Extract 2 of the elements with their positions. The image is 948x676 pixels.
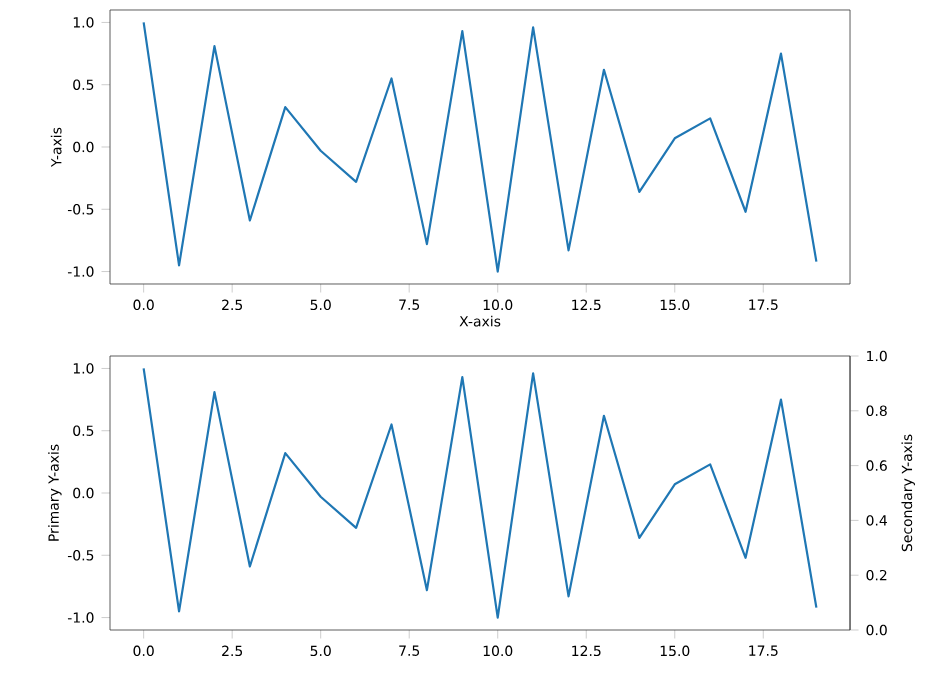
line-series xyxy=(142,21,818,273)
line-series xyxy=(142,367,818,619)
